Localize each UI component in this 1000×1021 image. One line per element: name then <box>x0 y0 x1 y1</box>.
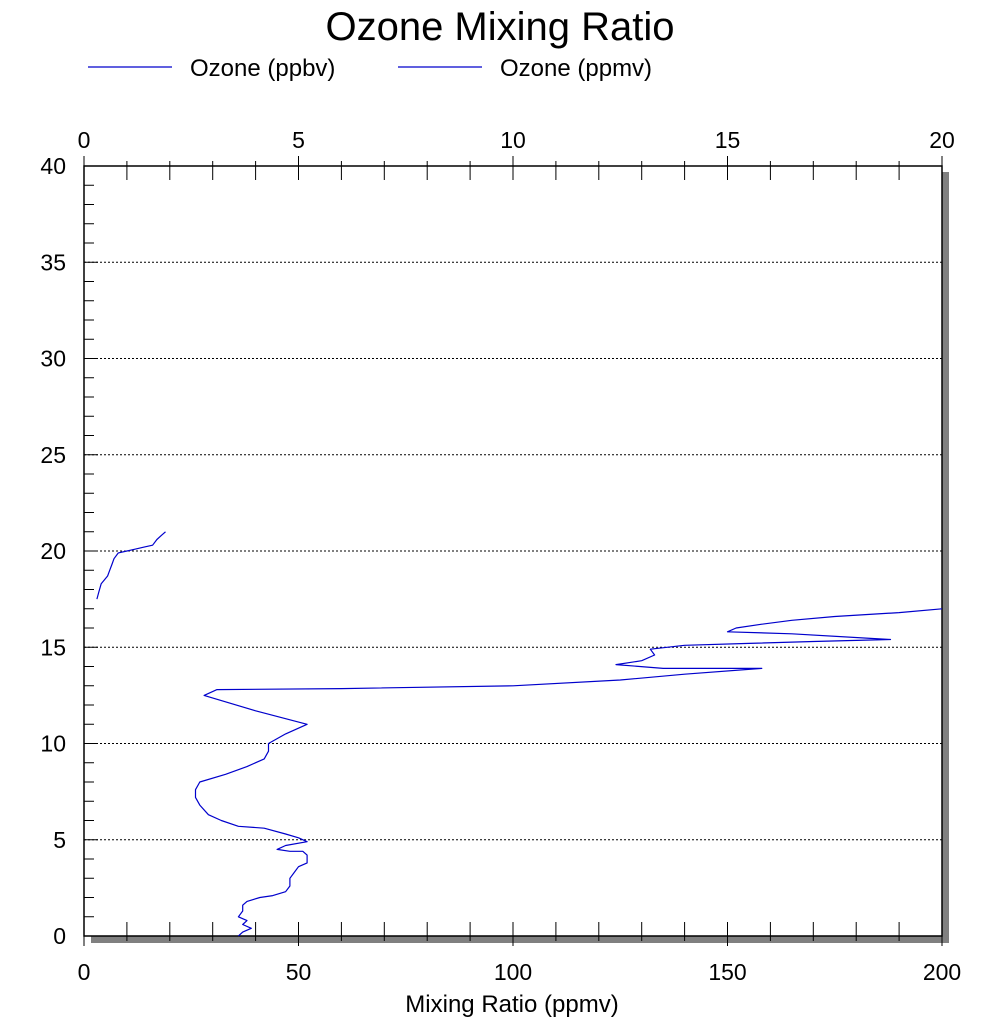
y-tick-label: 30 <box>40 346 66 372</box>
series <box>96 531 943 937</box>
y-tick-label: 25 <box>40 442 66 468</box>
x-bottom-tick-label: 100 <box>494 959 532 985</box>
chart-title: Ozone Mixing Ratio <box>325 5 674 49</box>
legend: Ozone (ppbv) Ozone (ppmv) <box>88 55 652 82</box>
y-tick-label: 15 <box>40 634 66 660</box>
y-tick-label: 20 <box>40 538 66 564</box>
x-bottom-tick-label: 50 <box>286 959 312 985</box>
axis-ticks <box>83 156 943 946</box>
legend-label-ozone-ppmv: Ozone (ppmv) <box>500 55 652 82</box>
x-top-tick-label: 20 <box>929 127 955 153</box>
y-tick-label: 10 <box>40 731 66 757</box>
plot-shadow-right <box>942 172 949 942</box>
plot-shadow-bottom <box>91 936 949 943</box>
gridlines <box>84 261 942 841</box>
series-line-ozone-ppmv <box>96 531 166 600</box>
y-tick-label: 35 <box>40 249 66 275</box>
y-tick-label: 40 <box>40 153 66 179</box>
tick-labels: 0 5 10 15 20 25 30 35 40 0 50 100 150 200 0 5 10 15 20 <box>40 127 961 985</box>
x-top-tick-label: 5 <box>292 127 305 153</box>
y-tick-label: 0 <box>53 923 66 949</box>
x-top-tick-label: 0 <box>78 127 91 153</box>
x-top-tick-label: 10 <box>500 127 526 153</box>
x-axis-label: Mixing Ratio (ppmv) <box>405 991 618 1018</box>
x-top-tick-label: 15 <box>715 127 741 153</box>
y-tick-label: 5 <box>53 827 66 853</box>
series-line-ozone-ppbv <box>194 608 943 937</box>
legend-label-ozone-ppbv: Ozone (ppbv) <box>190 55 335 82</box>
x-bottom-tick-label: 150 <box>708 959 746 985</box>
x-bottom-tick-label: 0 <box>78 959 91 985</box>
x-bottom-tick-label: 200 <box>923 959 961 985</box>
